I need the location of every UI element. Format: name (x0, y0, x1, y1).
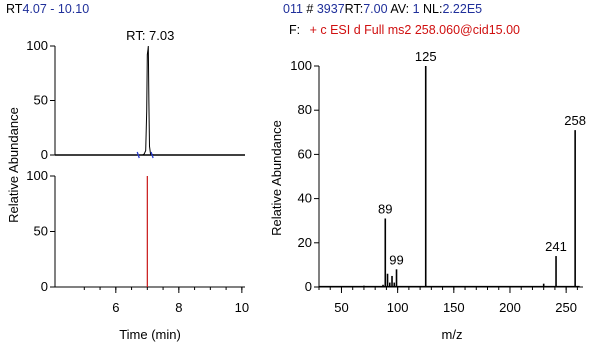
rt-range: 4.07 - 10.10 (22, 2, 90, 16)
av-value: 1 (412, 2, 420, 16)
peak-boundary-marker (150, 151, 154, 159)
ms-y-tick-label: 20 (298, 235, 312, 250)
scan-number: 3937 (316, 2, 345, 16)
bottom-y-tick-label: 50 (34, 224, 48, 239)
scan-index: 011 (283, 2, 303, 16)
chromatogram-top: RT: 7.03 0 50 100 (26, 28, 245, 162)
filter-line: F: + c ESI d Full ms2 258.060@cid15.00 (289, 23, 520, 37)
ms-y-label: Relative Abundance (269, 120, 284, 236)
chrom-y-label: Relative Abundance (6, 107, 21, 223)
mass-spectrum: m/z Relative Abundance 0 20 40 60 80 100 50 100… (269, 49, 586, 342)
nl-value: 2.22E5 (442, 2, 483, 16)
peak-boundary-marker (136, 151, 140, 159)
ms-x-tick-label: 100 (387, 300, 409, 315)
ms-peak-label: 258 (564, 113, 586, 128)
ms-peak-label: 125 (415, 49, 437, 64)
bottom-y-tick-label: 0 (41, 279, 48, 294)
top-y-tick-label: 50 (34, 93, 48, 108)
chrom-header: RT4.07 - 10.10 (6, 2, 89, 16)
ms-x-tick-label: 250 (555, 300, 577, 315)
top-rt-annotation: RT: 7.03 (126, 28, 174, 43)
ms-y-tick-label: 40 (298, 191, 312, 206)
bottom-x-tick-label: 10 (235, 300, 249, 315)
bottom-x-tick-label: 6 (112, 300, 119, 315)
scan-hash: # (306, 2, 314, 16)
ms-peak-label: 99 (389, 252, 403, 267)
ms-x-label: m/z (442, 327, 463, 342)
bottom-x-tick-label: 8 (175, 300, 182, 315)
ms-x-tick-label: 150 (443, 300, 465, 315)
ms-x-tick-label: 200 (499, 300, 521, 315)
top-trace (55, 45, 245, 156)
top-y-tick-label: 0 (41, 147, 48, 162)
filter-value: + c ESI d Full ms2 258.060@cid15.00 (309, 23, 520, 37)
rt-label: RT: (344, 2, 364, 16)
rt-prefix: RT (6, 2, 23, 16)
bottom-y-tick-label: 100 (26, 168, 48, 183)
ms-y-tick-label: 0 (305, 279, 312, 294)
bottom-x-label: Time (min) (119, 327, 181, 342)
ms-x-tick-label: 50 (334, 300, 348, 315)
rt-value: 7.00 (363, 2, 388, 16)
chromatogram-bottom: Time (min) 0 50 100 6 8 10 (26, 168, 249, 342)
filter-label: F: (289, 23, 301, 37)
ms-y-tick-label: 80 (298, 102, 312, 117)
av-label: AV: (390, 2, 410, 16)
ms-peak-label: 241 (545, 239, 567, 254)
ms-peak-label: 89 (378, 201, 392, 216)
ms-y-tick-label: 100 (290, 58, 312, 73)
top-y-tick-label: 100 (26, 38, 48, 53)
ms-y-tick-label: 60 (298, 146, 312, 161)
nl-label: NL: (423, 2, 443, 16)
scan-header: 011 # 3937RT:7.00 AV: 1 NL:2.22E5 (283, 2, 482, 16)
